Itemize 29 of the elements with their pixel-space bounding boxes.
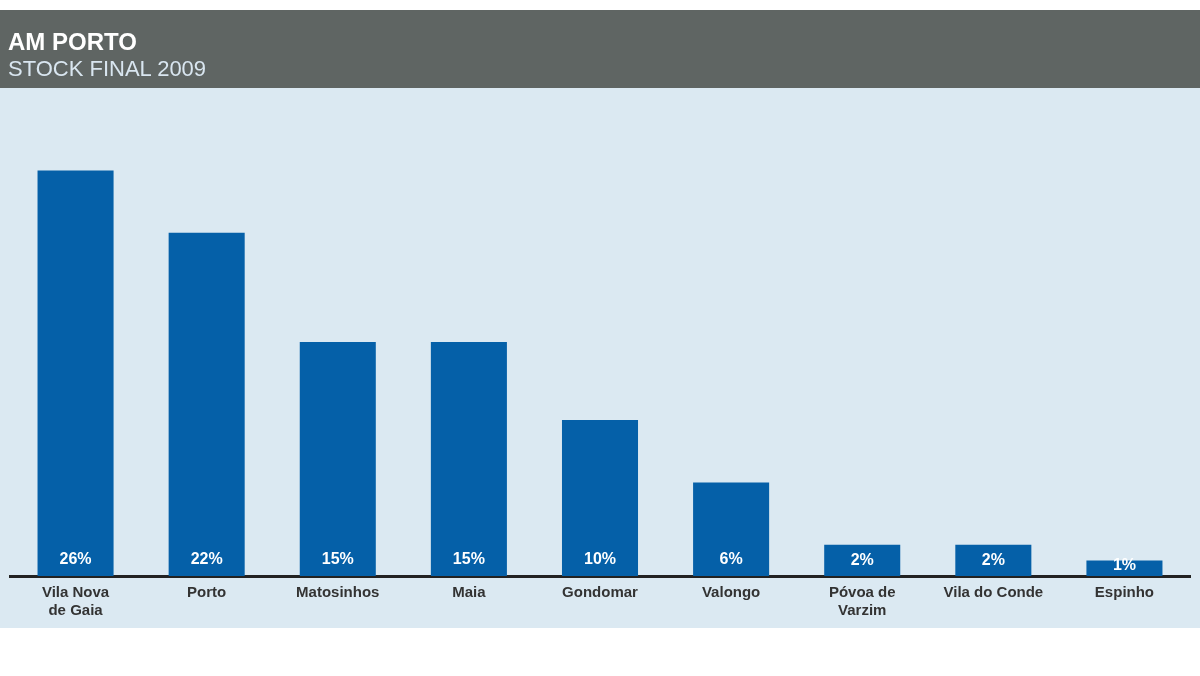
x-tick-label: Póvoa de Varzim bbox=[828, 583, 896, 619]
data-label: 6% bbox=[719, 550, 743, 568]
bar bbox=[168, 232, 245, 576]
data-label: 10% bbox=[583, 550, 617, 568]
x-tick-label: Vila do Conde bbox=[943, 583, 1044, 601]
x-tick-label: Valongo bbox=[701, 583, 761, 601]
data-label: 15% bbox=[321, 550, 354, 568]
x-tick-label: Maia bbox=[452, 583, 487, 601]
bar bbox=[824, 544, 901, 576]
x-tick-label: Gondomar bbox=[562, 583, 639, 601]
x-tick-label: Porto bbox=[187, 583, 227, 601]
data-label: 2% bbox=[981, 550, 1005, 568]
data-label: 2% bbox=[850, 550, 874, 568]
bar bbox=[955, 544, 1032, 576]
bar bbox=[561, 420, 639, 576]
bar bbox=[37, 170, 114, 576]
chart-subtitle: STOCK FINAL 2009 bbox=[8, 56, 208, 82]
x-tick-label: Vila Nova de Gaia bbox=[41, 583, 110, 619]
x-tick-label: Espinho bbox=[1094, 583, 1155, 601]
data-label: 26% bbox=[59, 550, 92, 568]
data-label: 15% bbox=[452, 550, 485, 568]
bar bbox=[430, 342, 507, 576]
x-tick-label: Matosinhos bbox=[296, 583, 380, 601]
bar bbox=[693, 482, 770, 576]
chart-title: AM PORTO bbox=[8, 28, 138, 56]
data-label: 1% bbox=[1112, 556, 1137, 574]
bar bbox=[1086, 560, 1163, 576]
data-label: 22% bbox=[190, 550, 223, 568]
bar bbox=[299, 342, 376, 576]
